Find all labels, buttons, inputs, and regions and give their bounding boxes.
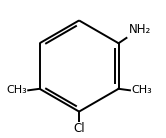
- Text: CH₃: CH₃: [131, 85, 152, 95]
- Text: NH₂: NH₂: [129, 23, 151, 36]
- Text: Cl: Cl: [73, 122, 85, 135]
- Text: CH₃: CH₃: [6, 85, 27, 95]
